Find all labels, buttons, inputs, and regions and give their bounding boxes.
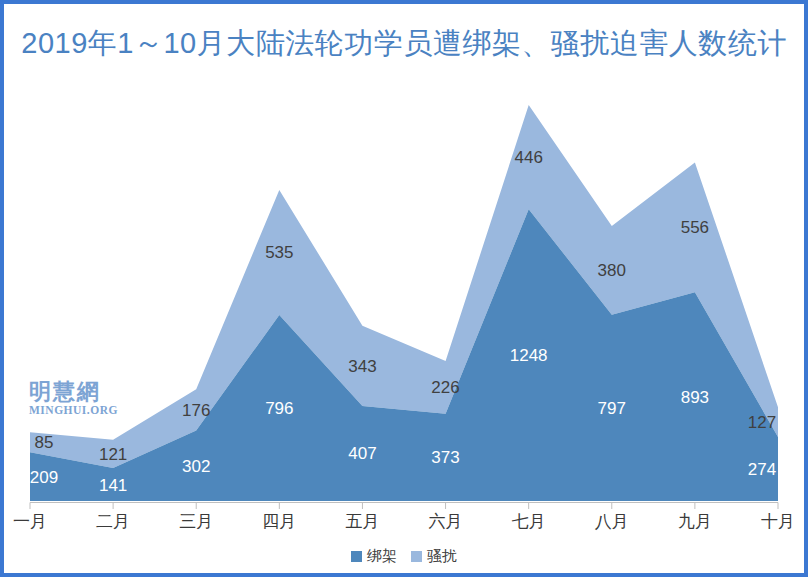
data-label-harassment-4: 535 (265, 244, 293, 261)
x-axis-label-3: 三月 (179, 513, 213, 530)
data-label-harassment-3: 176 (182, 401, 210, 418)
data-label-abduction-8: 797 (598, 399, 626, 416)
x-axis-label-2: 二月 (96, 513, 130, 530)
legend-item-abduction: 绑架 (351, 547, 397, 566)
legend-swatch-abduction (351, 551, 362, 562)
watermark-cjk-text: 明慧網 (29, 381, 118, 403)
data-label-abduction-7: 1248 (510, 347, 548, 364)
data-label-abduction-6: 373 (431, 449, 459, 466)
data-label-abduction-5: 407 (348, 445, 376, 462)
data-label-harassment-8: 380 (598, 262, 626, 279)
data-label-abduction-2: 141 (99, 476, 127, 493)
data-label-abduction-3: 302 (182, 457, 210, 474)
data-label-harassment-5: 343 (348, 357, 376, 374)
x-axis-label-4: 四月 (262, 513, 296, 530)
legend-label-harassment: 骚扰 (427, 547, 457, 566)
chart-legend: 绑架 骚扰 (0, 546, 808, 566)
data-label-abduction-1: 209 (30, 468, 58, 485)
data-label-abduction-4: 796 (265, 399, 293, 416)
x-axis-label-7: 七月 (512, 513, 546, 530)
x-axis-label-1: 一月 (13, 513, 47, 530)
x-axis-label-8: 八月 (595, 513, 629, 530)
watermark-latin-text: MINGHUI.ORG (29, 405, 118, 417)
legend-label-abduction: 绑架 (367, 547, 397, 566)
data-label-harassment-6: 226 (431, 379, 459, 396)
data-label-harassment-2: 121 (99, 445, 127, 462)
data-label-abduction-10: 274 (748, 460, 776, 477)
x-axis-label-10: 十月 (761, 513, 795, 530)
x-axis-label-6: 六月 (429, 513, 463, 530)
data-label-harassment-9: 556 (681, 219, 709, 236)
minghui-watermark: 明慧網 MINGHUI.ORG (29, 381, 118, 417)
data-label-harassment-10: 127 (748, 414, 776, 431)
data-label-abduction-9: 893 (681, 388, 709, 405)
legend-swatch-harassment (411, 551, 422, 562)
data-label-harassment-1: 85 (35, 434, 54, 451)
x-axis-label-5: 五月 (345, 513, 379, 530)
x-axis-label-9: 九月 (678, 513, 712, 530)
data-label-harassment-7: 446 (514, 149, 542, 166)
legend-item-harassment: 骚扰 (411, 547, 457, 566)
